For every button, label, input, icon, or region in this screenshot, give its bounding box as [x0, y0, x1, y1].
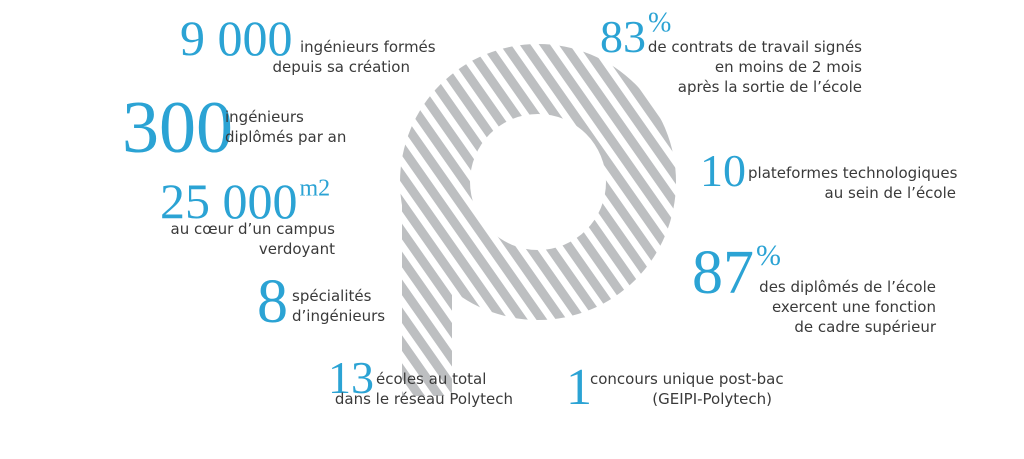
stat-text: exercent une fonction — [772, 298, 936, 316]
stat: 25 000 m2 au cœur d’un campus verdoyant — [160, 173, 335, 258]
stat-text: au cœur d’un campus — [171, 220, 336, 238]
stat-text: ingénieurs formés — [300, 38, 436, 56]
stat-unit: % — [648, 7, 671, 38]
stat-number: 13 — [328, 352, 374, 403]
stat-number: 9 000 — [180, 10, 293, 66]
stat-text: ingénieurs — [225, 108, 304, 126]
stat-text: d’ingénieurs — [292, 307, 385, 325]
stat: 9 000 ingénieurs formés depuis sa création — [180, 10, 436, 76]
stat-text: concours unique post-bac — [590, 370, 784, 388]
stat-number: 25 000 — [160, 173, 298, 229]
stat-text: en moins de 2 mois — [715, 58, 862, 76]
stat-unit: % — [756, 239, 781, 272]
stat-text: diplômés par an — [225, 128, 346, 146]
stat-number: 10 — [700, 145, 746, 196]
stat-text: plateformes technologiques — [748, 164, 958, 182]
stat-text: au sein de l’école — [825, 184, 956, 202]
stat-number: 8 — [257, 268, 288, 336]
stat-number: 1 — [566, 359, 592, 416]
stat-text: depuis sa création — [272, 58, 410, 76]
stat-text: dans le réseau Polytech — [335, 390, 513, 408]
stat-text: des diplômés de l’école — [759, 278, 936, 296]
stat-text: verdoyant — [259, 240, 335, 258]
stat-text: après la sortie de l’école — [678, 78, 862, 96]
stat-unit: m2 — [300, 176, 331, 202]
stat-text: spécialités — [292, 287, 372, 305]
stat-text: écoles au total — [376, 370, 486, 388]
stats: 9 000 ingénieurs formés depuis sa création… — [122, 7, 958, 416]
stat-text: de cadre supérieur — [794, 318, 936, 336]
stat: 83 %de contrats de travail signés en moins… — [600, 7, 862, 96]
stat-text: de contrats de travail signés — [648, 38, 862, 56]
logo-shape — [380, 30, 700, 410]
stat: 10 plateformes technologiques au sein de l… — [700, 145, 958, 202]
stat-number: 87 — [692, 239, 754, 307]
stat: 8 spécialités d’ingénieurs — [257, 268, 385, 336]
stat-number: 300 — [122, 87, 233, 169]
stat: 87 % des diplômés de l’école exercent une f… — [692, 239, 937, 336]
stat-text: (GEIPI-Polytech) — [652, 390, 772, 408]
stat-number: 83 — [600, 11, 646, 62]
stat: 13 écoles au total dans le réseau Polytech — [328, 352, 513, 408]
